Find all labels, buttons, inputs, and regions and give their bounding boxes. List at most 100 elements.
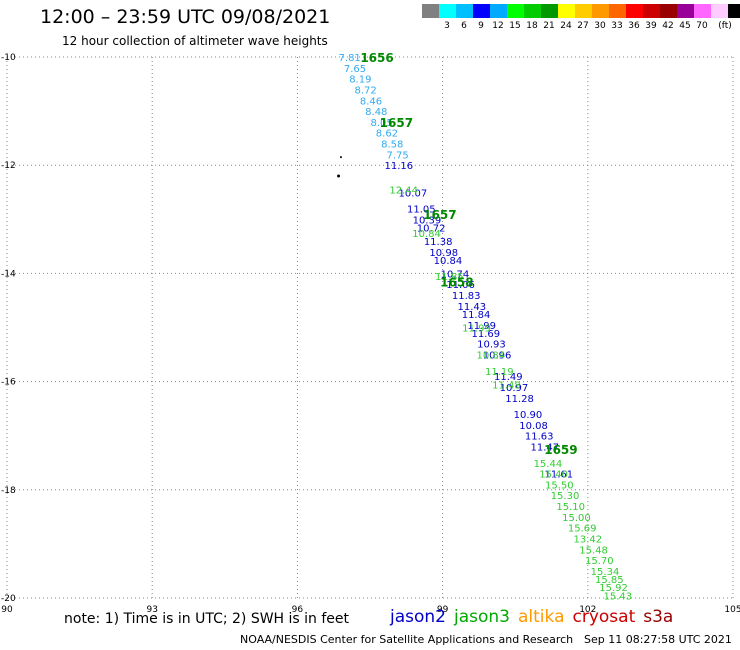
legend-swatch bbox=[711, 4, 728, 18]
legend-label: 30 bbox=[594, 21, 606, 31]
legend-swatch bbox=[694, 4, 711, 18]
legend-label: 27 bbox=[577, 21, 589, 31]
legend-label: 36 bbox=[628, 21, 640, 31]
wave-height-label: 8.72 bbox=[355, 85, 377, 96]
wave-height-label: 15.70 bbox=[585, 556, 614, 567]
satellite-jason2: jason2 bbox=[390, 607, 446, 627]
wave-height-label: 11.69 bbox=[472, 329, 501, 340]
wave-height-label: 10.93 bbox=[477, 340, 506, 351]
wave-height-label: 11.38 bbox=[424, 237, 453, 248]
wave-height-label: 7.65 bbox=[344, 64, 366, 75]
legend-swatch bbox=[609, 4, 626, 18]
generated-timestamp: Sep 11 08:27:58 UTC 2021 bbox=[584, 633, 732, 646]
legend-label: 24 bbox=[560, 21, 572, 31]
wave-height-label: 10.97 bbox=[500, 383, 529, 394]
wave-height-label: 11.63 bbox=[525, 432, 554, 443]
wave-height-label: 11.85 bbox=[435, 272, 464, 283]
credit-line: NOAA/NESDIS Center for Satellite Applica… bbox=[240, 633, 574, 646]
time-label: 1657 bbox=[380, 116, 413, 130]
wave-height-label: 11.43 bbox=[458, 302, 487, 313]
wave-height-label: 8.48 bbox=[365, 107, 387, 118]
legend-swatch bbox=[456, 4, 473, 18]
lat-tick-label: -20 bbox=[1, 594, 16, 604]
wave-height-label: 11.84 bbox=[462, 310, 491, 321]
wave-height-label: 12.44 bbox=[389, 186, 418, 197]
wave-height-label: 7.81 bbox=[339, 53, 361, 64]
lon-tick-label: 102 bbox=[579, 605, 596, 615]
wave-height-label: 15.92 bbox=[599, 583, 628, 594]
wave-height-label: 11.48 bbox=[492, 380, 521, 391]
chart-title: 12:00 – 23:59 UTC 09/08/2021 bbox=[40, 6, 331, 28]
chart-subtitle: 12 hour collection of altimeter wave hei… bbox=[62, 34, 328, 48]
satellite-legend: jason2 jason3 altika cryosat s3a bbox=[390, 607, 681, 627]
legend-label: 15 bbox=[509, 21, 521, 31]
wave-height-label: 11.99 bbox=[467, 321, 496, 332]
legend-label: 42 bbox=[662, 21, 674, 31]
wave-height-label: 10.08 bbox=[519, 421, 548, 432]
wave-height-label: 15.50 bbox=[545, 480, 574, 491]
wave-height-label: 11.47 bbox=[530, 443, 559, 454]
wave-height-label: 10.84 bbox=[434, 256, 463, 267]
wave-height-label: 11.49 bbox=[494, 372, 523, 383]
legend-swatch bbox=[558, 4, 575, 18]
wave-height-label: 10.72 bbox=[417, 223, 446, 234]
legend-label: 6 bbox=[461, 21, 467, 31]
color-legend: 3 6 9 12 15 18 21 24 27 30 33 36 39 42 45 70 (ft) bbox=[422, 4, 740, 34]
lon-tick-label: 93 bbox=[146, 605, 157, 615]
lat-tick-label: -10 bbox=[1, 53, 16, 63]
satellite-altika: altika bbox=[518, 607, 565, 627]
legend-swatch bbox=[541, 4, 558, 18]
legend-swatch bbox=[643, 4, 660, 18]
lat-tick-label: -14 bbox=[1, 269, 16, 279]
wave-height-label: 13.42 bbox=[574, 534, 603, 545]
wave-height-label: 8.19 bbox=[349, 75, 371, 86]
wave-height-label: 11.19 bbox=[485, 367, 514, 378]
lon-tick-label: 105 bbox=[724, 605, 740, 615]
legend-label: 33 bbox=[611, 21, 623, 31]
legend-swatch bbox=[524, 4, 541, 18]
satellite-jason3: jason3 bbox=[454, 607, 510, 627]
legend-swatch bbox=[439, 4, 456, 18]
wave-height-label: 15.00 bbox=[562, 513, 591, 524]
wave-height-label: 11.99 bbox=[462, 324, 491, 335]
lon-tick-label: 90 bbox=[1, 605, 13, 615]
satellite-cryosat: cryosat bbox=[572, 607, 636, 627]
legend-swatch bbox=[626, 4, 643, 18]
wave-height-label: 11.06 bbox=[446, 280, 475, 291]
legend-swatch bbox=[660, 4, 677, 18]
island-marker bbox=[339, 156, 342, 159]
satellite-s3a: s3a bbox=[643, 607, 674, 627]
legend-label: 21 bbox=[543, 21, 555, 31]
wave-height-label: 11.16 bbox=[385, 161, 414, 172]
legend-label: 39 bbox=[645, 21, 657, 31]
lon-tick-label: 99 bbox=[437, 605, 449, 615]
wave-height-label: 11.61 bbox=[545, 470, 574, 481]
wave-height-label: 15.85 bbox=[595, 575, 624, 586]
wave-height-label: 15.40 bbox=[539, 470, 568, 481]
wave-height-label: 10.07 bbox=[399, 188, 428, 199]
wave-height-label: 10.74 bbox=[441, 269, 470, 280]
wave-height-label: 15.30 bbox=[551, 491, 580, 502]
legend-swatch bbox=[677, 4, 694, 18]
wave-height-label: 8.46 bbox=[360, 96, 382, 107]
wave-height-label: 10.96 bbox=[483, 351, 512, 362]
wave-height-label: 11.83 bbox=[452, 291, 481, 302]
legend-label: 3 bbox=[444, 21, 450, 31]
legend-label: 9 bbox=[478, 21, 484, 31]
legend-label: 18 bbox=[526, 21, 538, 31]
time-label: 1659 bbox=[544, 443, 577, 457]
legend-swatch bbox=[490, 4, 507, 18]
wave-height-label: 10.90 bbox=[514, 410, 543, 421]
wave-height-label: 10.84 bbox=[412, 229, 441, 240]
legend-unit: (ft) bbox=[718, 21, 732, 31]
time-label: 1658 bbox=[440, 276, 473, 290]
wave-height-label: 15.69 bbox=[568, 524, 597, 535]
wave-height-label: 8.05 bbox=[370, 118, 392, 129]
time-label: 1657 bbox=[423, 208, 456, 222]
lat-tick-label: -12 bbox=[1, 161, 16, 171]
legend-swatch bbox=[592, 4, 609, 18]
lat-tick-label: -16 bbox=[1, 378, 16, 388]
wave-height-label: 10.39 bbox=[413, 215, 442, 226]
legend-swatch bbox=[473, 4, 490, 18]
